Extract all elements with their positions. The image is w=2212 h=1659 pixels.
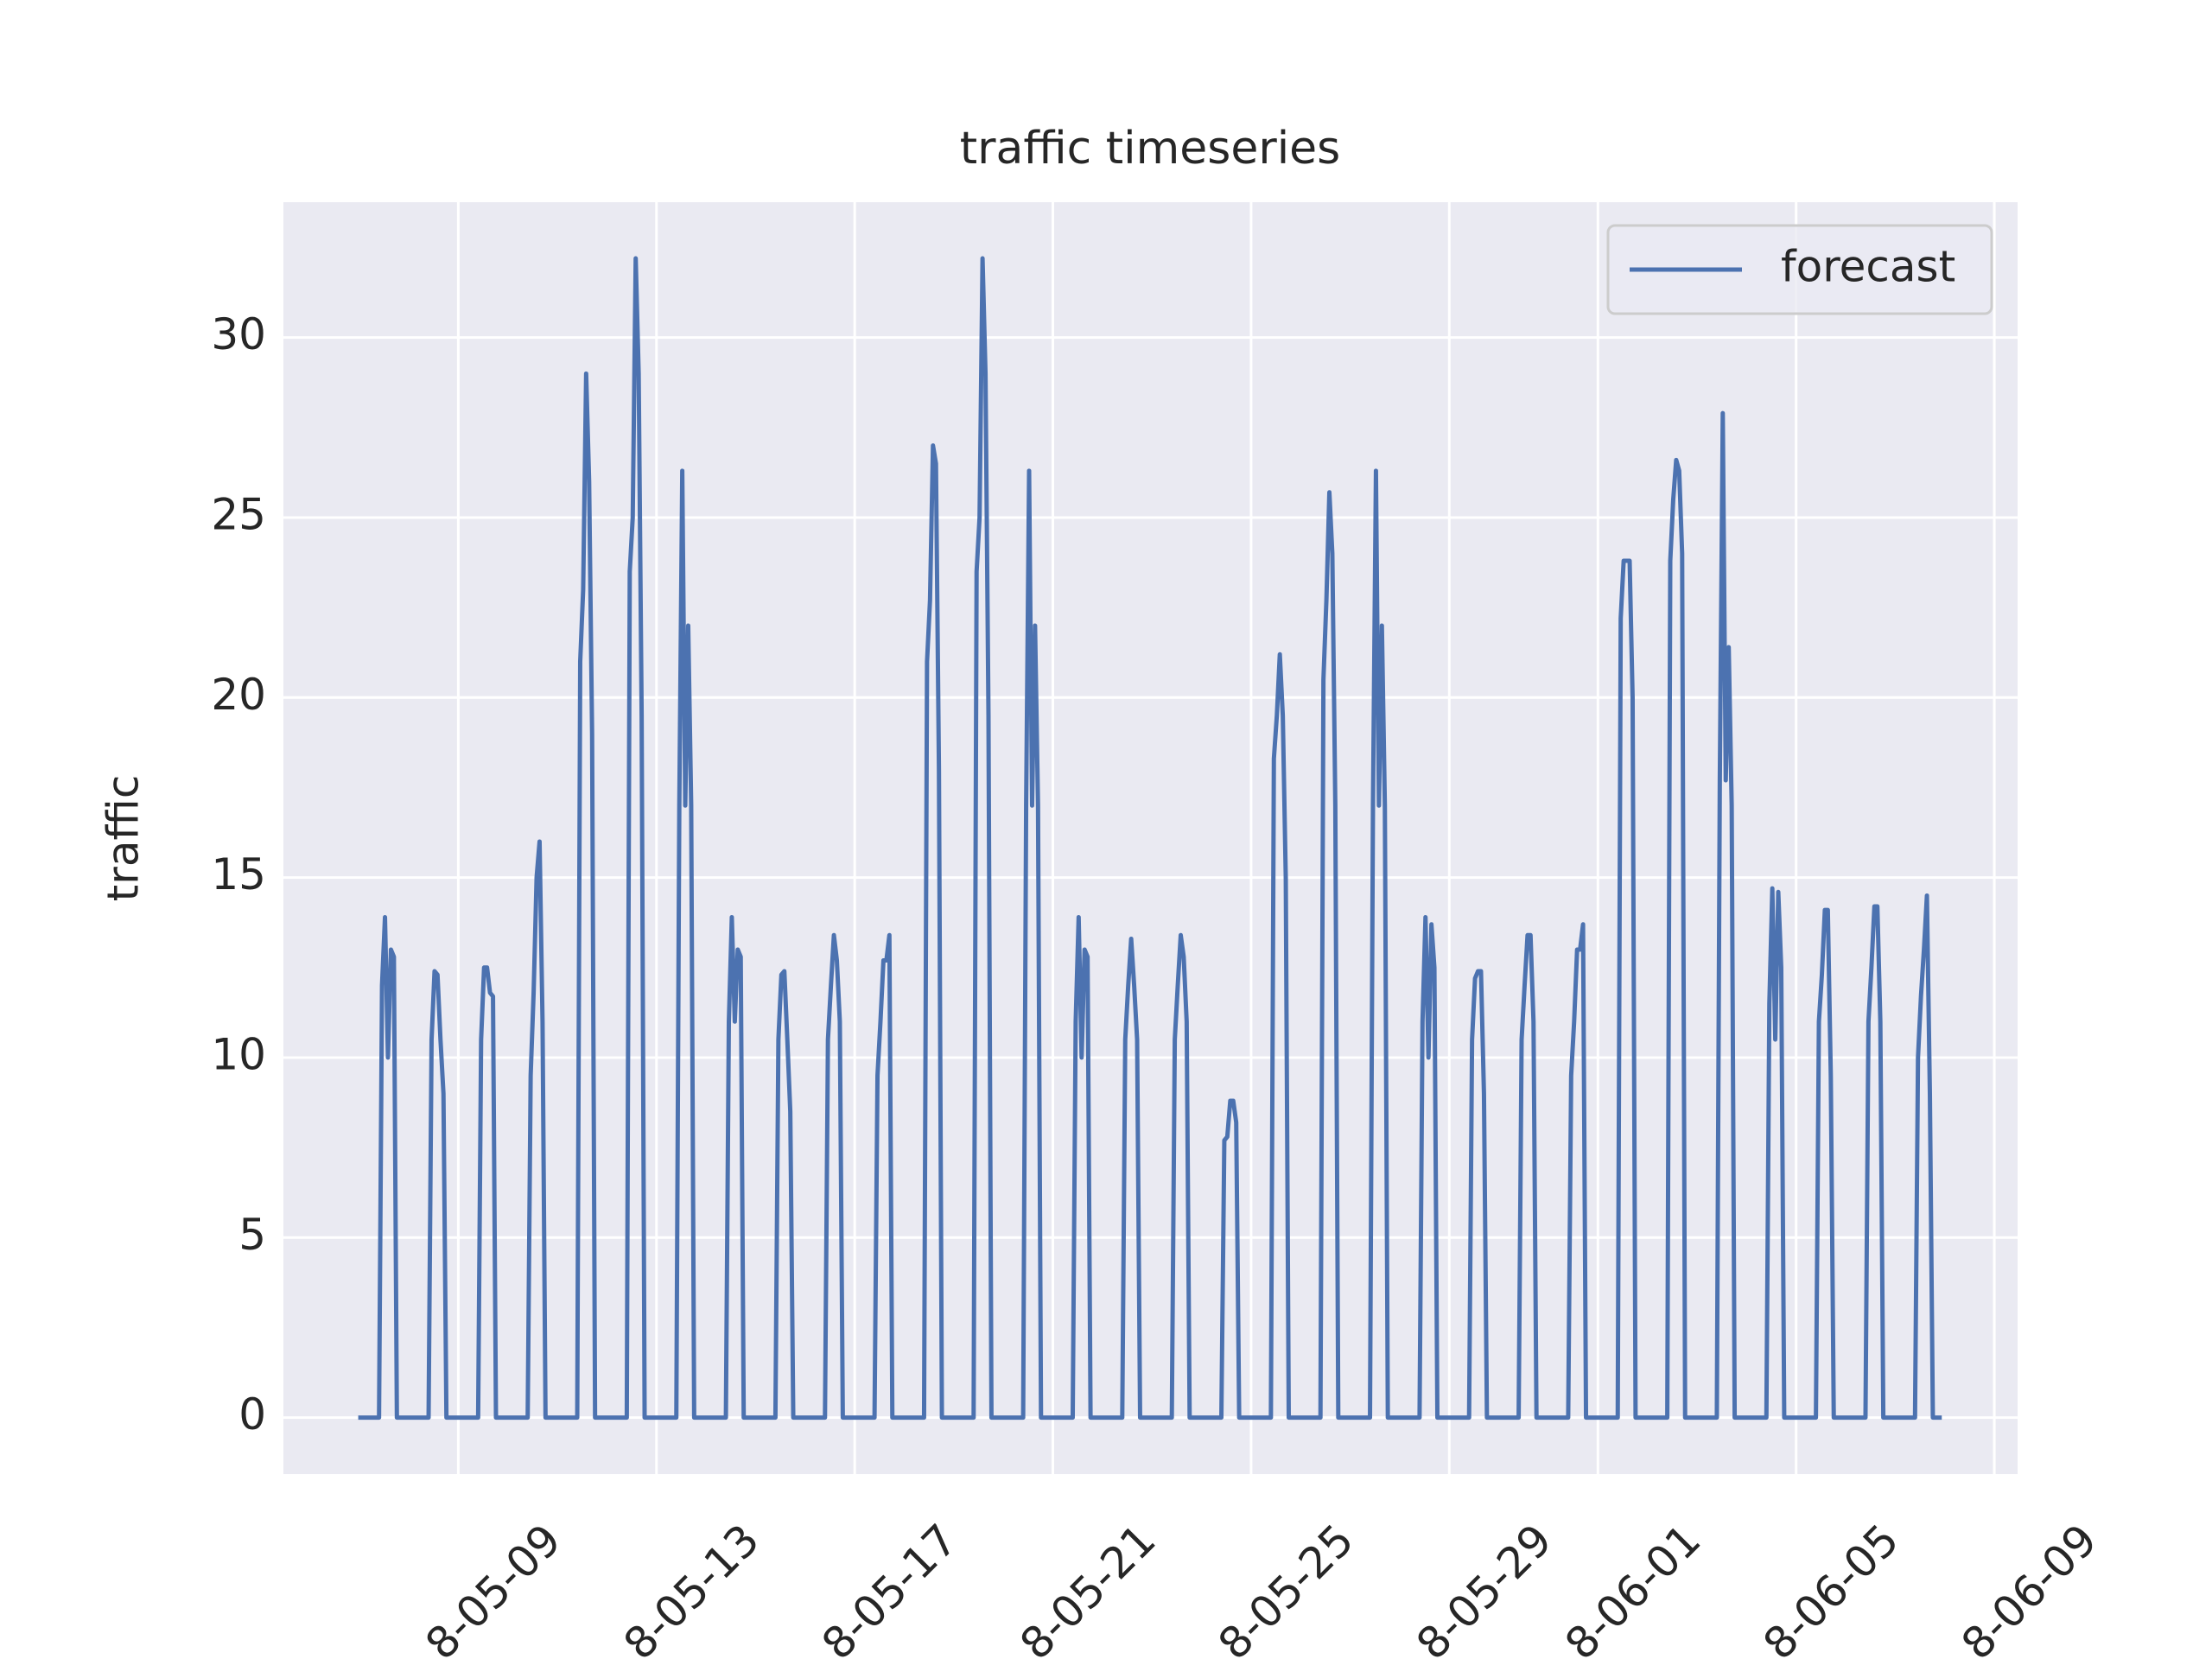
y-tick-label: 5 [238,1210,266,1260]
y-tick-label: 20 [211,670,266,720]
y-tick-label: 30 [211,309,266,359]
y-tick-label: 25 [211,489,266,539]
x-tick-label: 8-06-09 [1952,1515,2107,1659]
legend-label: forecast [1781,242,1955,292]
y-tick-label: 10 [211,1029,266,1079]
x-tick-label: 8-06-05 [1754,1515,1909,1659]
line-series [358,256,1942,1421]
x-tick-label: 8-05-17 [812,1515,967,1659]
x-tick-label: 8-05-09 [416,1515,570,1659]
chart-title: traffic timeseries [960,123,1341,175]
x-tick-label: 8-05-29 [1407,1515,1561,1659]
y-axis-label: traffic [99,775,149,902]
y-tick-label: 15 [211,849,266,899]
plot-area [283,202,2018,1474]
x-tick-label: 8-05-21 [1011,1515,1166,1659]
x-tick-label: 8-06-01 [1555,1515,1710,1659]
y-tick-label: 0 [238,1389,266,1440]
x-tick-label: 8-05-25 [1209,1515,1363,1659]
x-tick-label: 8-05-13 [614,1515,769,1659]
legend-box [1606,224,1993,315]
